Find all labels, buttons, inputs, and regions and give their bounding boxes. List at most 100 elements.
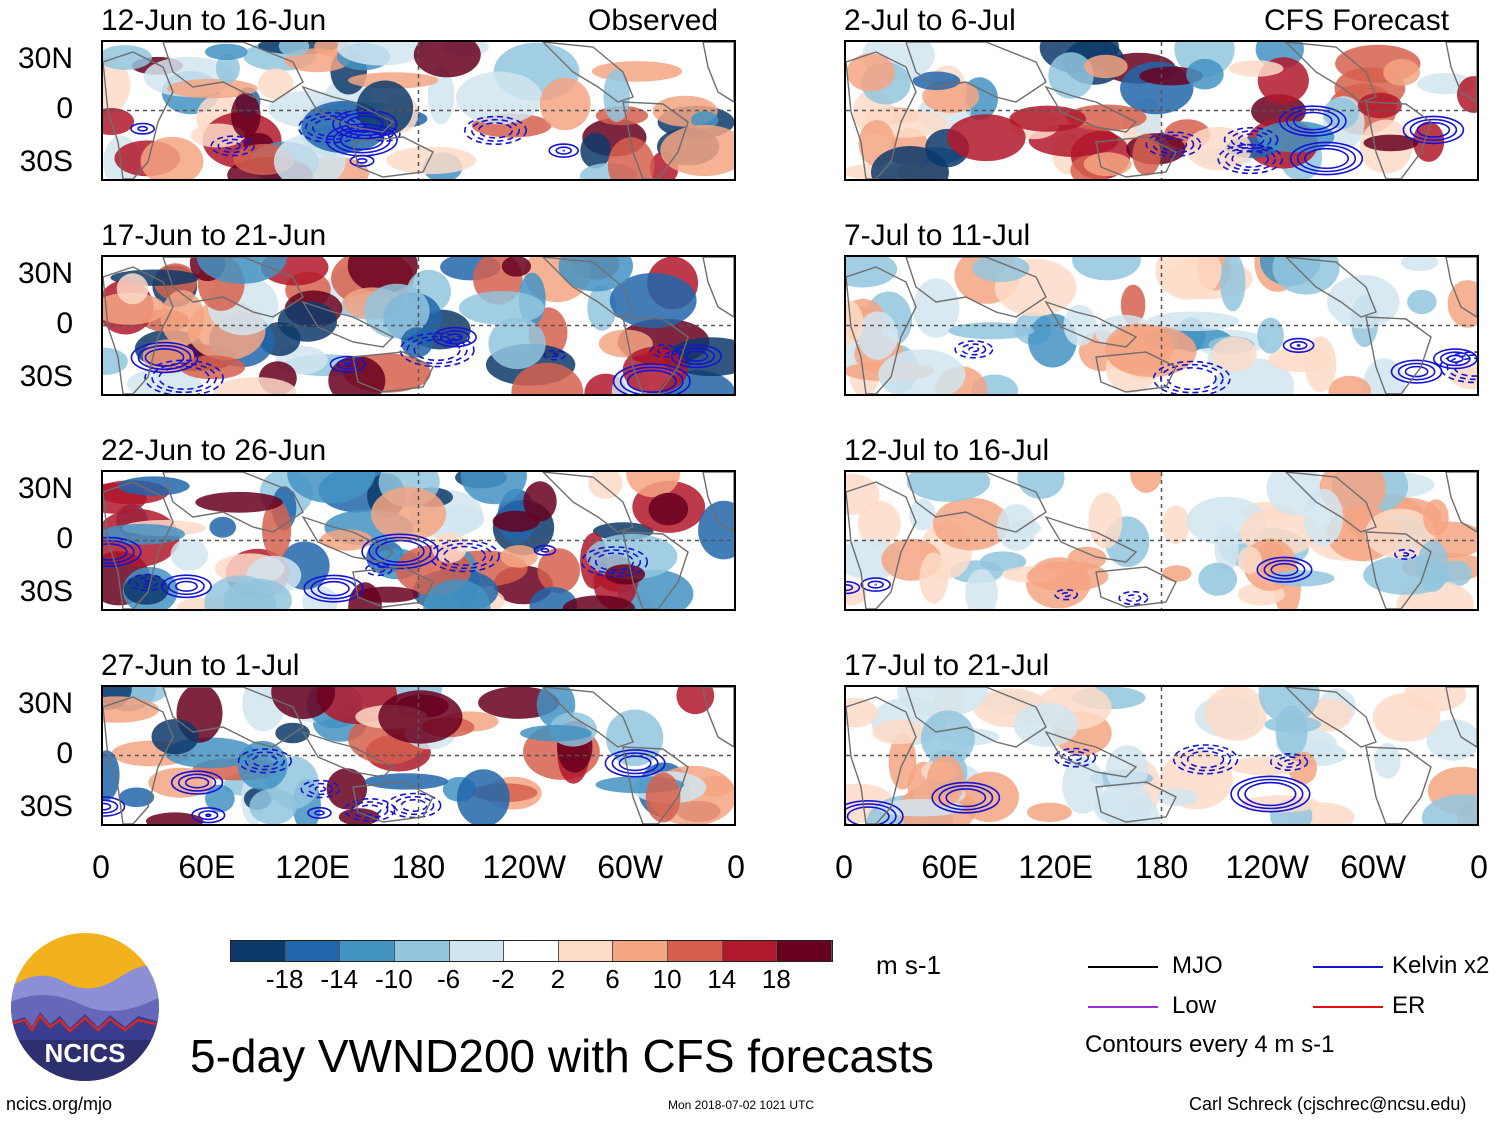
- continent-outline: [162, 687, 304, 748]
- anomaly-blob: [920, 710, 975, 766]
- panel-title: 12-Jul to 16-Jul: [844, 434, 1050, 467]
- kelvin-contour: [174, 580, 198, 592]
- colorbar-level-label: -14: [320, 964, 359, 994]
- lat-tick-label: 30S: [19, 790, 73, 823]
- kelvin-contour: [144, 359, 224, 394]
- anomaly-blob: [897, 687, 988, 717]
- anomaly-blob: [1304, 336, 1337, 393]
- anomaly-blob: [1009, 105, 1086, 132]
- anomaly-blob: [1383, 59, 1420, 86]
- kelvin-contour: [1402, 115, 1465, 145]
- colorbar-level-label: -6: [436, 964, 461, 994]
- kelvin-contour: [413, 338, 461, 362]
- kelvin-contour: [650, 344, 679, 358]
- kelvin-contour: [968, 346, 980, 353]
- kelvin-contour: [300, 779, 341, 799]
- kelvin-contour: [1282, 337, 1315, 353]
- ncics-logo[interactable]: NCICS: [10, 932, 160, 1082]
- kelvin-contour: [317, 580, 350, 597]
- anomaly-blob: [1400, 257, 1439, 272]
- lon-tick-label: 0: [727, 849, 745, 885]
- continent-outline: [542, 257, 634, 318]
- anomaly-blob: [872, 719, 926, 745]
- anomaly-blob: [116, 273, 149, 305]
- anomaly-blob: [1219, 257, 1246, 312]
- anomaly-blob: [511, 362, 584, 394]
- lon-tick-label: 0: [92, 849, 110, 885]
- continent-outline: [542, 687, 634, 748]
- kelvin-contour: [198, 810, 219, 821]
- kelvin-contour: [365, 562, 393, 577]
- legend-line-er: [1313, 1006, 1383, 1008]
- kelvin-contour: [626, 369, 677, 394]
- kelvin-contour: [1230, 775, 1311, 813]
- anomaly-blob: [423, 579, 491, 609]
- kelvin-contour: [1237, 778, 1304, 810]
- anomaly-blob: [1257, 317, 1284, 354]
- kelvin-contour: [356, 158, 368, 164]
- lon-tick-label: 60E: [921, 849, 979, 885]
- anomaly-blob: [580, 132, 611, 169]
- kelvin-contour: [1409, 118, 1458, 141]
- lat-tick-label: 0: [56, 737, 73, 770]
- anomaly-blob: [1083, 54, 1128, 79]
- anomaly-blob: [591, 61, 683, 82]
- kelvin-contour: [548, 143, 580, 158]
- anomaly-blob: [492, 510, 540, 532]
- kelvin-contour: [1390, 359, 1443, 384]
- kelvin-contour: [442, 545, 486, 566]
- anomaly-blob: [558, 257, 633, 292]
- anomaly-blob: [1155, 257, 1222, 300]
- kelvin-contour: [151, 362, 217, 394]
- anomaly-blob: [1088, 492, 1123, 549]
- continent-outline: [905, 42, 1047, 103]
- kelvin-contour: [406, 335, 468, 365]
- kelvin-contour: [1289, 141, 1364, 176]
- lon-tick-label: 120E: [275, 849, 351, 885]
- kelvin-contour: [1125, 594, 1142, 603]
- kelvin-contour: [533, 544, 557, 556]
- continent-outline: [1285, 472, 1377, 533]
- lat-tick-label: 0: [56, 92, 73, 125]
- kelvin-contour: [343, 362, 352, 367]
- continent-outline: [846, 481, 917, 609]
- kelvin-contour: [618, 755, 652, 772]
- kelvin-contour: [677, 347, 716, 365]
- kelvin-contour: [375, 129, 394, 139]
- anomaly-blob: [959, 771, 1019, 822]
- anomaly-blob: [1423, 499, 1449, 536]
- kelvin-contour: [368, 536, 432, 567]
- legend-line-kelvin: [1313, 966, 1383, 968]
- anomaly-blob: [1162, 565, 1192, 582]
- colorbar-level-label: -10: [375, 964, 413, 994]
- colorbar-level-label: 6: [605, 964, 620, 994]
- continent-outline: [1365, 746, 1432, 824]
- anomaly-blob: [1204, 687, 1267, 741]
- anomaly-blob: [609, 273, 697, 329]
- kelvin-contour: [314, 810, 325, 816]
- kelvin-contour: [1263, 559, 1306, 580]
- legend-line-low: [1088, 1006, 1158, 1008]
- footer-url[interactable]: ncics.org/mjo: [6, 1094, 113, 1114]
- anomaly-blob: [1447, 280, 1477, 328]
- kelvin-contour: [1285, 108, 1340, 134]
- continent-outline: [1095, 351, 1177, 393]
- anomaly-map: [101, 255, 736, 396]
- continent-outline: [1095, 781, 1177, 823]
- kelvin-contour: [1152, 134, 1195, 155]
- continent-outline: [1044, 515, 1138, 563]
- anomaly-blob: [1258, 687, 1320, 724]
- lat-tick-label: 30N: [17, 687, 73, 720]
- anomaly-map: [101, 685, 736, 826]
- anomaly-map: [844, 255, 1479, 396]
- anomaly-blob: [604, 564, 646, 585]
- anomaly-blob: [586, 533, 678, 580]
- kelvin-contour: [1217, 143, 1284, 175]
- anomaly-blob: [213, 377, 297, 394]
- anomaly-blob: [170, 538, 208, 571]
- anomaly-blob: [117, 476, 190, 496]
- kelvin-contour: [580, 546, 649, 578]
- anomaly-blob: [537, 548, 580, 593]
- anomaly-map: [844, 40, 1479, 181]
- anomaly-blob: [587, 285, 617, 331]
